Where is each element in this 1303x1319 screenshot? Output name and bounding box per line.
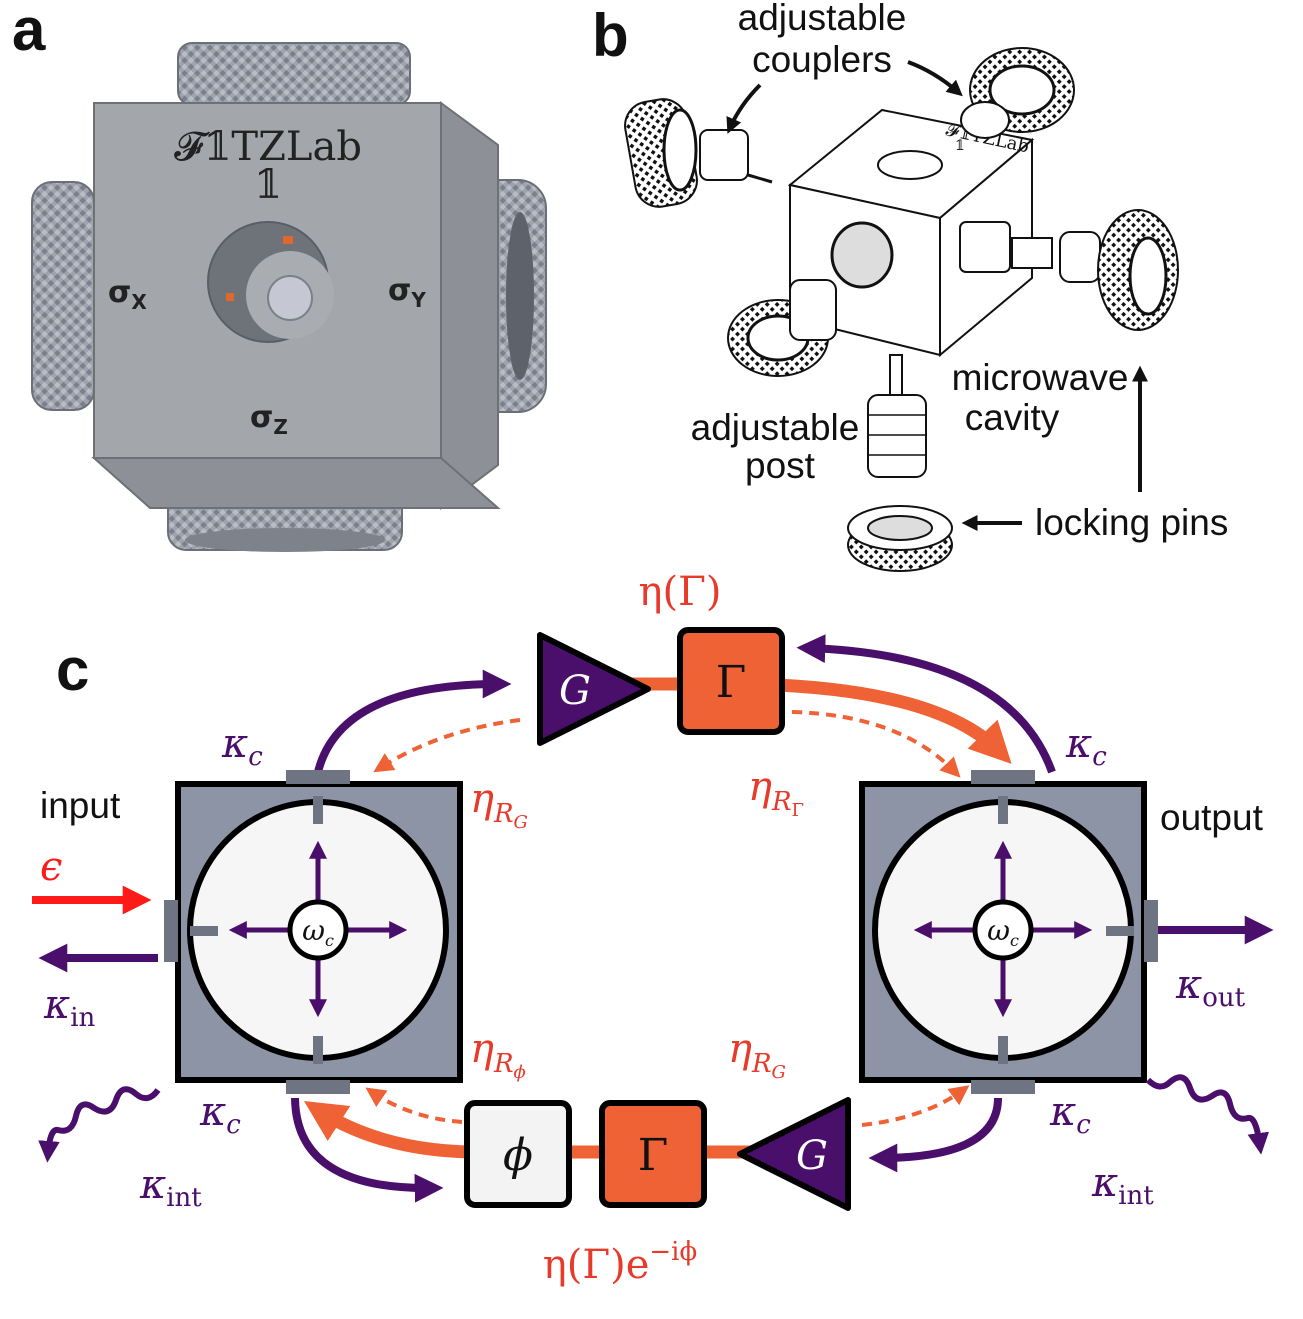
reflection-arrow-phi-bottom (365, 1087, 463, 1124)
sigma-z-label: σZ (250, 400, 288, 439)
reflection-arrow-gain-bottom (861, 1085, 970, 1127)
phase-block (464, 1100, 572, 1208)
gamma-block-bottom (599, 1100, 707, 1208)
cube-front-hole (830, 221, 894, 289)
kappa-in-label: κin (43, 982, 96, 1033)
eta-RG-bottom: ηRG (728, 1026, 786, 1083)
gain-block-bottom (737, 1097, 851, 1211)
kappa-out-label: κout (1175, 962, 1246, 1013)
adjustable-post-label-2: post (745, 445, 816, 486)
gain-block-top (537, 632, 651, 746)
output-label: output (1160, 797, 1264, 838)
kappa-c-top-right: κc (1065, 721, 1107, 772)
sigma-y-label: σY (388, 273, 426, 312)
locking-pin-nut (847, 505, 953, 572)
forward-signal-path (615, 677, 1012, 764)
knurled-nut-left (31, 181, 95, 411)
kappa-c-top-left: κc (221, 721, 263, 772)
coupling-arrow-right-to-gamma (796, 634, 1056, 774)
phase-label: ϕ (503, 1130, 533, 1181)
panel-c: c ωc (32, 569, 1274, 1288)
omega-c-right: ωc (987, 914, 1019, 950)
eta-RGamma-top: ηRΓ (748, 764, 804, 821)
knurled-nut-top (177, 42, 411, 106)
logo-identity: 𝟙 (254, 162, 282, 208)
gamma-label-bottom: Γ (638, 1130, 669, 1181)
reflection-arrow-gamma-top (791, 710, 961, 778)
logo-text: 𝓕𝟙TZLab (174, 124, 362, 170)
kappa-c-bottom-left: κc (199, 1089, 241, 1140)
locking-pins-label: locking pins (1035, 502, 1228, 543)
coupling-arrow-left-to-phi (291, 1097, 444, 1203)
microwave-cavity-label-2: cavity (965, 397, 1060, 438)
omega-c-left: ωc (302, 914, 334, 950)
gamma-label-top: Γ (716, 657, 747, 708)
cube-b-logo-2: 𝟙 (955, 138, 965, 154)
kappa-c-bottom-right: κc (1049, 1089, 1091, 1140)
return-signal-path (304, 1100, 752, 1159)
eta-Rphi-bottom: ηRϕ (470, 1026, 526, 1083)
cube-side-face (440, 101, 499, 511)
panel-label-b: b (592, 2, 629, 69)
adjustable-post-label-1: adjustable (691, 407, 860, 448)
cube-top-hole (877, 150, 943, 180)
arrow-to-coupler-left (726, 83, 762, 134)
internal-loss-wiggle-left (38, 1086, 161, 1163)
epsilon-label: ϵ (40, 844, 62, 890)
kappa-int-left: κint (139, 1162, 202, 1213)
panel-a: a 𝓕𝟙TZLab 𝟙 σX σY σZ (12, 0, 547, 552)
internal-loss-wiggle-right (1145, 1074, 1269, 1155)
panel-label-c: c (56, 636, 89, 703)
gain-label-bottom: G (796, 1133, 828, 1179)
adjustable-couplers-label-2: couplers (752, 39, 892, 80)
microwave-cavity-label-1: microwave (952, 357, 1129, 398)
input-label: input (40, 785, 121, 826)
gamma-block-top (677, 627, 785, 735)
cube-bottom-face (91, 457, 501, 509)
coupling-arrow-right-to-gain (868, 1097, 1002, 1173)
panel-label-a: a (12, 0, 46, 63)
adjustable-post-drawing (867, 354, 927, 478)
nut-bore-right (506, 212, 534, 380)
pin-marker-2 (226, 293, 234, 301)
kappa-int-right: κint (1091, 1160, 1154, 1211)
input-cavity: ωc (164, 770, 463, 1094)
eta-gamma-bottom-label: η(Γ)e−iϕ (543, 1237, 697, 1288)
reflection-arrow-gain-top (373, 718, 521, 773)
eta-RG-top: ηRG (470, 776, 528, 833)
coupler-right (959, 209, 1179, 331)
sigma-x-label: σX (108, 275, 147, 314)
coupling-arrow-left-to-gain (314, 669, 512, 774)
arrow-to-coupler-right (907, 60, 963, 97)
cavity-post (267, 275, 313, 321)
nut-bore-bottom (185, 528, 385, 552)
coupler-top-right (960, 47, 1075, 139)
gain-label-top: G (559, 668, 591, 714)
coupler-left (624, 98, 773, 208)
eta-gamma-top-label: η(Γ) (639, 569, 722, 615)
coupler-bottom-left (727, 279, 837, 377)
pin-marker-1 (283, 236, 293, 244)
panel-b: b 𝓕𝟙TZLab 𝟙 (592, 0, 1228, 572)
adjustable-couplers-label-1: adjustable (738, 0, 907, 38)
output-cavity: ωc (859, 770, 1158, 1094)
